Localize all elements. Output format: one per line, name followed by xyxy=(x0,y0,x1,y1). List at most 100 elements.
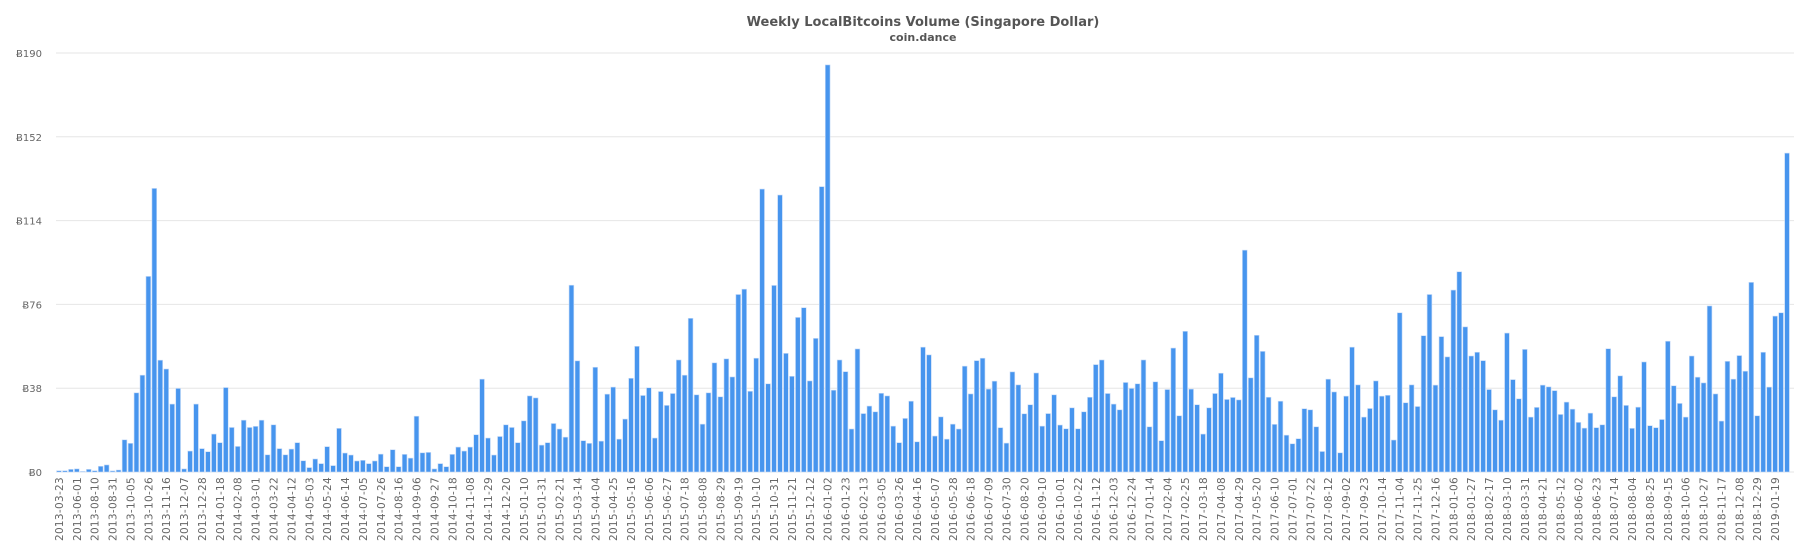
bar[interactable] xyxy=(628,377,634,473)
bar[interactable] xyxy=(670,393,676,473)
bar[interactable] xyxy=(1033,372,1039,473)
bar[interactable] xyxy=(693,394,700,473)
bar[interactable] xyxy=(366,463,372,473)
bar[interactable] xyxy=(711,362,718,473)
bar[interactable] xyxy=(491,454,497,473)
bar[interactable] xyxy=(1611,396,1617,473)
bar[interactable] xyxy=(813,338,819,473)
bar[interactable] xyxy=(1516,398,1522,473)
bar[interactable] xyxy=(241,419,247,473)
bar[interactable] xyxy=(842,371,849,473)
bar[interactable] xyxy=(1659,419,1665,473)
bar[interactable] xyxy=(264,454,271,473)
bar[interactable] xyxy=(401,454,408,473)
bar[interactable] xyxy=(1015,384,1022,473)
bar[interactable] xyxy=(151,188,158,473)
bar[interactable] xyxy=(443,466,449,473)
bar[interactable] xyxy=(1081,411,1087,473)
bar[interactable] xyxy=(592,366,598,473)
bar[interactable] xyxy=(705,392,712,473)
bar[interactable] xyxy=(1164,389,1171,473)
bar[interactable] xyxy=(199,448,205,473)
bar[interactable] xyxy=(807,380,813,473)
bar[interactable] xyxy=(181,468,187,473)
bar[interactable] xyxy=(1271,424,1278,473)
bar[interactable] xyxy=(1170,347,1176,473)
bar[interactable] xyxy=(962,365,968,473)
bar[interactable] xyxy=(1283,434,1290,473)
bar[interactable] xyxy=(759,188,765,473)
bar[interactable] xyxy=(1331,391,1337,473)
bar[interactable] xyxy=(318,463,324,473)
bar[interactable] xyxy=(801,307,807,473)
bar[interactable] xyxy=(56,470,62,473)
bar[interactable] xyxy=(175,388,181,473)
bar[interactable] xyxy=(932,435,938,473)
bar[interactable] xyxy=(538,444,545,473)
bar[interactable] xyxy=(1301,408,1308,473)
bar[interactable] xyxy=(550,423,557,473)
bar[interactable] xyxy=(449,454,455,473)
bar[interactable] xyxy=(1486,389,1492,473)
bar[interactable] xyxy=(872,411,879,473)
bar[interactable] xyxy=(1242,249,1248,473)
bar[interactable] xyxy=(1432,384,1439,473)
bar[interactable] xyxy=(1075,428,1081,473)
bar[interactable] xyxy=(1450,289,1457,473)
bar[interactable] xyxy=(235,446,241,473)
bar[interactable] xyxy=(1623,405,1629,473)
bar[interactable] xyxy=(479,378,485,473)
bar[interactable] xyxy=(86,469,92,473)
bar[interactable] xyxy=(1528,416,1534,473)
bar[interactable] xyxy=(1760,351,1766,473)
bar[interactable] xyxy=(211,433,217,473)
bar[interactable] xyxy=(527,395,533,473)
bar[interactable] xyxy=(312,458,318,473)
bar[interactable] xyxy=(1319,451,1325,473)
bar[interactable] xyxy=(1426,294,1433,473)
bar[interactable] xyxy=(157,359,163,473)
bar[interactable] xyxy=(1355,384,1361,473)
bar[interactable] xyxy=(515,442,521,473)
bar[interactable] xyxy=(979,357,986,473)
bar[interactable] xyxy=(1504,332,1510,473)
bar[interactable] xyxy=(699,423,706,473)
bar[interactable] xyxy=(1367,408,1373,473)
bar[interactable] xyxy=(1063,428,1069,473)
bar[interactable] xyxy=(324,446,330,473)
bar[interactable] xyxy=(1152,381,1159,473)
bar[interactable] xyxy=(1766,386,1772,473)
bar[interactable] xyxy=(771,285,777,473)
bar[interactable] xyxy=(74,468,80,473)
bar[interactable] xyxy=(425,452,432,473)
bar[interactable] xyxy=(1754,415,1760,473)
bar[interactable] xyxy=(777,194,783,473)
bar[interactable] xyxy=(115,469,122,473)
bar[interactable] xyxy=(676,359,682,473)
bar[interactable] xyxy=(270,424,277,473)
bar[interactable] xyxy=(1021,413,1027,473)
bar[interactable] xyxy=(497,436,503,473)
bar[interactable] xyxy=(848,428,855,473)
bar[interactable] xyxy=(1402,402,1409,473)
bar[interactable] xyxy=(1361,416,1367,473)
bar[interactable] xyxy=(568,284,575,473)
bar[interactable] xyxy=(1176,415,1182,473)
bar[interactable] xyxy=(914,441,920,473)
bar[interactable] xyxy=(1265,396,1272,473)
bar[interactable] xyxy=(556,428,563,473)
bar[interactable] xyxy=(109,470,116,473)
bar[interactable] xyxy=(938,416,944,473)
bar[interactable] xyxy=(1742,370,1749,473)
bar[interactable] xyxy=(854,348,861,473)
bar[interactable] xyxy=(62,470,68,473)
bar[interactable] xyxy=(205,451,211,473)
bar[interactable] xyxy=(1492,409,1498,473)
bar[interactable] xyxy=(634,345,640,473)
bar[interactable] xyxy=(1724,360,1731,473)
bar[interactable] xyxy=(1718,420,1725,473)
bar[interactable] xyxy=(389,449,396,473)
bar[interactable] xyxy=(1772,315,1778,473)
bar[interactable] xyxy=(1748,282,1754,473)
bar[interactable] xyxy=(1420,335,1427,473)
